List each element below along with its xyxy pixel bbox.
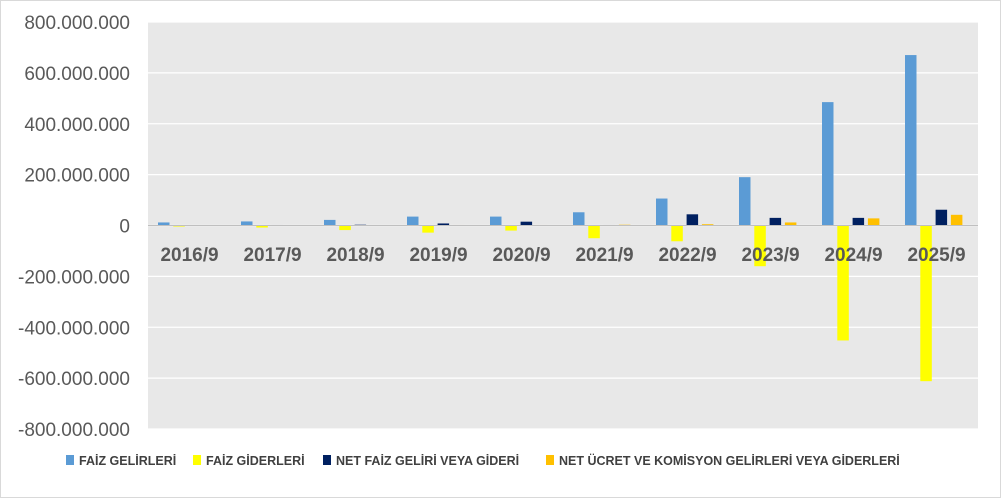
bar [686, 214, 699, 226]
x-tick-label: 2017/9 [243, 245, 301, 266]
legend-label: NET FAİZ GELİRİ VEYA GİDERİ [336, 453, 519, 468]
y-tick-label: -200.000.000 [18, 267, 130, 288]
bar [784, 222, 797, 226]
legend-swatch [323, 455, 331, 465]
bar [241, 221, 253, 226]
x-axis-tick-labels: 2016/9 2017/9 2018/9 2019/9 2020/9 2021/9 2022… [160, 245, 965, 266]
y-tick-label: 400.000.000 [24, 115, 130, 136]
bar [324, 219, 336, 226]
bar [173, 225, 185, 227]
x-tick-label: 2019/9 [409, 245, 467, 266]
bar [588, 225, 600, 239]
y-tick-label: 600.000.000 [24, 64, 130, 85]
bar [422, 225, 434, 233]
y-tick-label: 200.000.000 [24, 166, 130, 187]
bar [867, 218, 880, 226]
bar [573, 212, 585, 226]
x-tick-label: 2022/9 [658, 245, 716, 266]
legend-label: FAİZ GİDERLERİ [206, 453, 305, 468]
x-tick-label: 2023/9 [741, 245, 799, 266]
bar [505, 225, 517, 231]
x-tick-label: 2024/9 [824, 245, 882, 266]
y-tick-label: 0 [119, 217, 130, 238]
x-tick-label: 2018/9 [326, 245, 384, 266]
bar [520, 221, 533, 226]
legend-swatch [66, 455, 74, 465]
bar [754, 225, 766, 267]
bar [656, 198, 668, 226]
x-tick-label: 2016/9 [160, 245, 218, 266]
legend-swatch [546, 455, 554, 465]
bars [158, 55, 963, 382]
legend-label: NET ÜCRET VE KOMİSYON GELİRLERİ VEYA GİD… [559, 453, 900, 468]
bar [437, 223, 450, 226]
bar [920, 225, 932, 382]
bar [407, 216, 419, 226]
legend: FAİZ GELİRLERİ FAİZ GİDERLERİ NET FAİZ GEL… [66, 453, 900, 468]
bar [852, 217, 865, 226]
bar [822, 102, 834, 226]
y-tick-label: -400.000.000 [18, 318, 130, 339]
y-tick-label: -800.000.000 [18, 420, 130, 441]
bar [701, 224, 714, 226]
y-tick-label: -600.000.000 [18, 369, 130, 390]
bar [769, 217, 782, 226]
bar [339, 225, 351, 231]
bar [950, 214, 963, 226]
x-tick-label: 2020/9 [492, 245, 550, 266]
x-tick-label: 2021/9 [575, 245, 633, 266]
bar [256, 225, 268, 228]
bar [935, 209, 948, 226]
legend-label: FAİZ GELİRLERİ [79, 453, 176, 468]
x-tick-label: 2025/9 [907, 245, 965, 266]
bar [490, 216, 502, 226]
bar [905, 55, 917, 226]
y-axis-tick-labels: 800.000.000 600.000.000 400.000.000 200.000… [18, 13, 130, 441]
legend-swatch [193, 455, 201, 465]
bar [671, 225, 683, 242]
y-tick-label: 800.000.000 [24, 13, 130, 34]
bar [837, 225, 849, 341]
bar [739, 177, 751, 226]
bar [158, 222, 170, 226]
